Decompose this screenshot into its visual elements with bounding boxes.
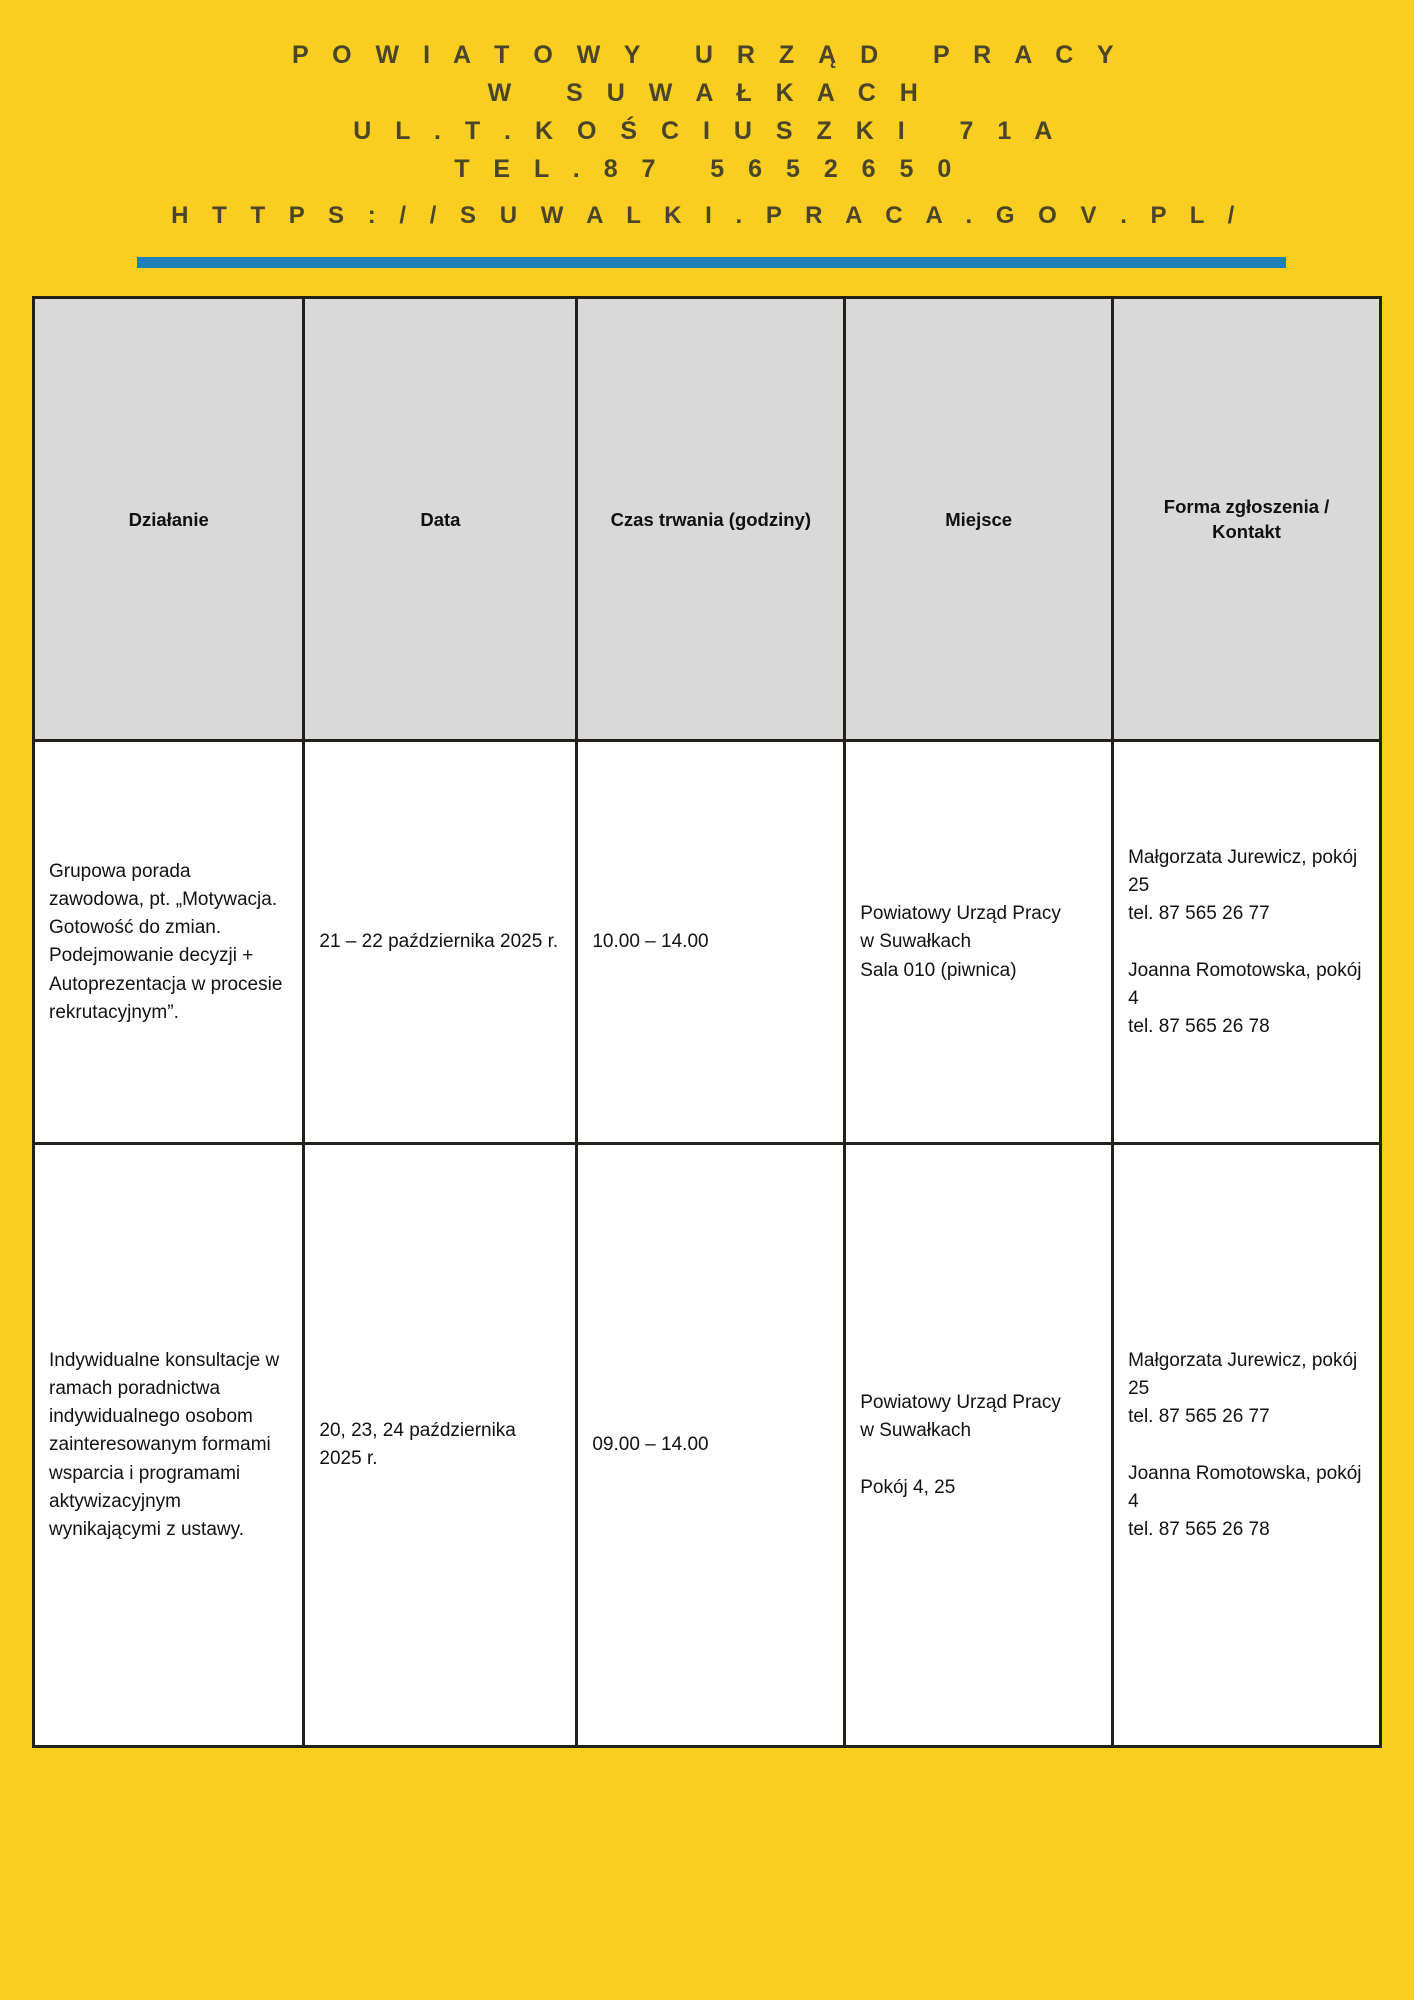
- cell-text-data: 21 – 22 października 2025 r.: [319, 931, 559, 953]
- cell-text-miejsce: Powiatowy Urząd Pracy w Suwałkach Sala 0…: [860, 903, 1061, 981]
- table-head: Działanie Data Czas trwania (godziny) Mi…: [31, 296, 1382, 743]
- table-row: Indywidualne konsultacje w ramach poradn…: [31, 1142, 1382, 1749]
- poster-header: P O W I A T O W Y U R Z Ą D P R A C Y W …: [0, 0, 1414, 234]
- header-line-website: H T T P S : / / S U W A L K I . P R A C …: [171, 202, 1243, 229]
- table-body: Grupowa porada zawodowa, pt. „Motywacja.…: [31, 739, 1382, 1749]
- column-header-czas: Czas trwania (godziny): [575, 296, 847, 743]
- column-header-miejsce: Miejsce: [843, 296, 1115, 743]
- blue-divider: [137, 257, 1286, 269]
- cell-data: 20, 23, 24 października 2025 r.: [302, 1142, 579, 1749]
- table-header-row: Działanie Data Czas trwania (godziny) Mi…: [31, 296, 1382, 743]
- cell-czas: 10.00 – 14.00: [575, 739, 847, 1146]
- header-line-city: W S U W A Ł K A C H: [487, 79, 927, 107]
- cell-czas: 09.00 – 14.00: [575, 1142, 847, 1749]
- cell-text-forma: Małgorzata Jurewicz, pokój 25 tel. 87 56…: [1128, 847, 1362, 1037]
- cell-miejsce: Powiatowy Urząd Pracy w Suwałkach Sala 0…: [843, 739, 1115, 1146]
- column-header-dzialanie: Działanie: [31, 296, 306, 743]
- cell-text-dzialanie: Indywidualne konsultacje w ramach poradn…: [49, 1350, 280, 1540]
- cell-miejsce: Powiatowy Urząd Pracy w Suwałkach Pokój …: [843, 1142, 1115, 1749]
- cell-dzialanie: Grupowa porada zawodowa, pt. „Motywacja.…: [31, 739, 306, 1146]
- cell-text-czas: 09.00 – 14.00: [592, 1434, 709, 1456]
- schedule-table-container: Działanie Data Czas trwania (godziny) Mi…: [0, 296, 1414, 1749]
- cell-text-miejsce: Powiatowy Urząd Pracy w Suwałkach Pokój …: [860, 1392, 1061, 1498]
- cell-data: 21 – 22 października 2025 r.: [302, 739, 579, 1146]
- cell-forma: Małgorzata Jurewicz, pokój 25 tel. 87 56…: [1111, 1142, 1382, 1749]
- cell-text-dzialanie: Grupowa porada zawodowa, pt. „Motywacja.…: [49, 861, 283, 1023]
- schedule-table: Działanie Data Czas trwania (godziny) Mi…: [31, 296, 1382, 1749]
- header-line-phone: T E L . 8 7 5 6 5 2 6 5 0: [454, 155, 960, 183]
- cell-forma: Małgorzata Jurewicz, pokój 25 tel. 87 56…: [1111, 739, 1382, 1146]
- column-header-forma: Forma zgłoszenia / Kontakt: [1111, 296, 1382, 743]
- divider-container: [0, 257, 1414, 269]
- cell-text-czas: 10.00 – 14.00: [592, 931, 709, 953]
- column-header-data: Data: [302, 296, 579, 743]
- table-row: Grupowa porada zawodowa, pt. „Motywacja.…: [31, 739, 1382, 1146]
- cell-text-data: 20, 23, 24 października 2025 r.: [319, 1420, 516, 1470]
- cell-dzialanie: Indywidualne konsultacje w ramach poradn…: [31, 1142, 306, 1749]
- header-line-office: P O W I A T O W Y U R Z Ą D P R A C Y: [291, 41, 1123, 69]
- header-line-street: U L . T . K O Ś C I U S Z K I 7 1 A: [353, 117, 1061, 145]
- cell-text-forma: Małgorzata Jurewicz, pokój 25 tel. 87 56…: [1128, 1350, 1362, 1540]
